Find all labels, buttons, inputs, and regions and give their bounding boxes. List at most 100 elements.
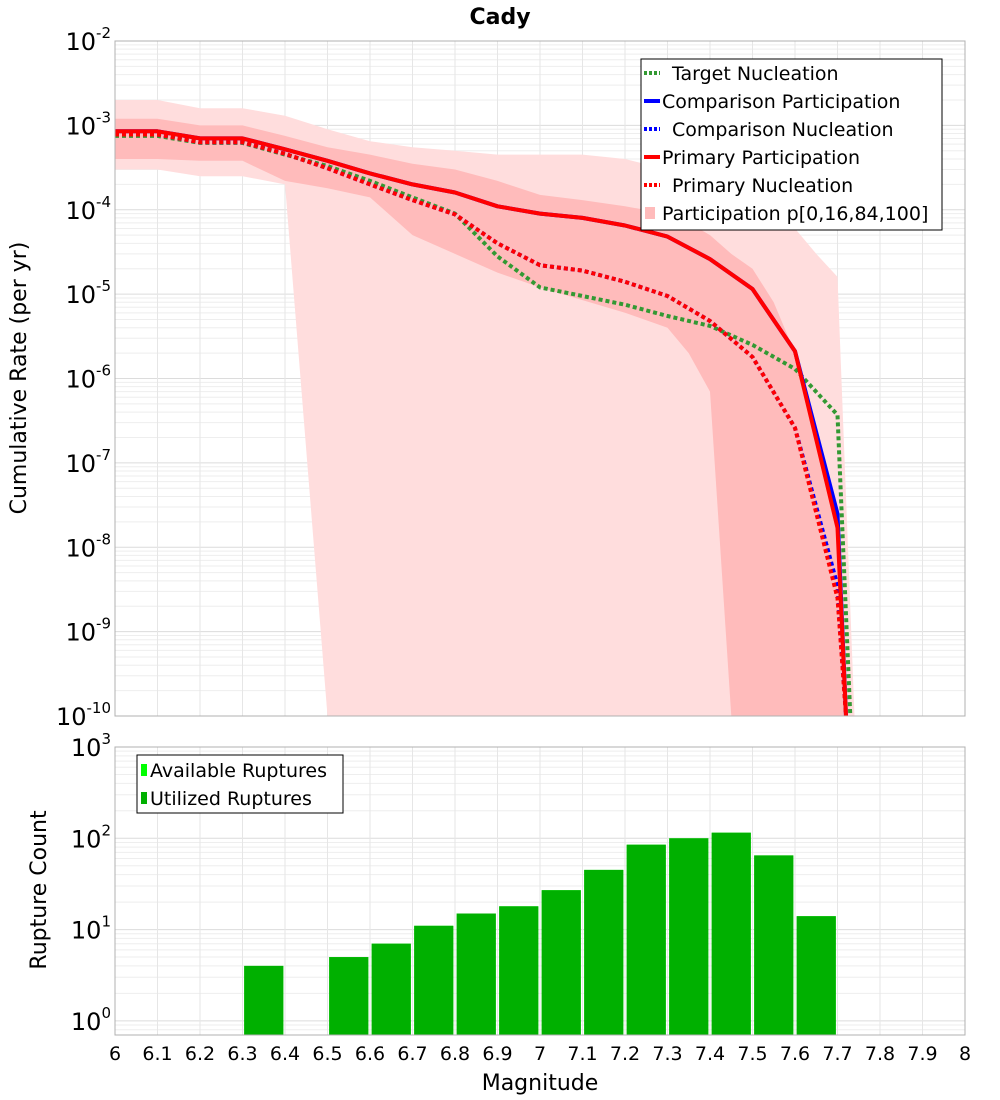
bar-utilized-ruptures: [414, 925, 454, 1035]
bar-utilized-ruptures: [626, 844, 666, 1035]
tick-base: 10: [65, 450, 96, 478]
tick-exponent: -3: [96, 108, 111, 126]
x-tick-label: 6: [109, 1043, 121, 1065]
series-primary-participation: [115, 129, 848, 716]
top-y-axis-label: Cumulative Rate (per yr): [7, 242, 32, 515]
tick-exponent: -5: [96, 277, 111, 295]
x-tick-label: 7.8: [865, 1043, 895, 1065]
bar-utilized-ruptures: [669, 838, 709, 1035]
tick-exponent: 3: [101, 730, 111, 748]
legend-label: Utilized Ruptures: [150, 788, 312, 810]
x-tick-label: 6.9: [482, 1043, 512, 1065]
tick-base: 10: [71, 825, 102, 853]
x-tick-label: 6.4: [270, 1043, 300, 1065]
bar-utilized-ruptures: [499, 906, 539, 1035]
tick-base: 10: [65, 534, 96, 562]
legend-label: Target Nucleation: [671, 63, 839, 85]
tick-base: 10: [65, 112, 96, 140]
tick-base: 10: [71, 917, 102, 945]
plot-area: [115, 100, 855, 716]
x-tick-label: 6.5: [312, 1043, 342, 1065]
x-tick-label: 7.4: [695, 1043, 725, 1065]
legend-box: [136, 754, 344, 814]
tick-exponent: -8: [96, 530, 111, 548]
legend-box: [640, 58, 943, 231]
tick-exponent: -9: [96, 615, 111, 633]
x-tick-label: 7.6: [780, 1043, 810, 1065]
tick-exponent: -7: [96, 446, 111, 464]
tick-exponent: 2: [101, 821, 111, 839]
x-tick-label: 6.2: [185, 1043, 215, 1065]
bottom-y-axis-label: Rupture Count: [27, 810, 52, 970]
x-tick-label: 6.7: [397, 1043, 427, 1065]
tick-base: 10: [71, 734, 102, 762]
legend-label: Primary Participation: [662, 147, 860, 169]
tick-base: 10: [65, 366, 96, 394]
bars: [244, 832, 836, 1035]
x-tick-label: 6.3: [227, 1043, 257, 1065]
y-tick-label: 101: [71, 913, 111, 945]
tick-base: 10: [56, 703, 87, 731]
x-tick-label: 7.2: [610, 1043, 640, 1065]
bar-utilized-ruptures: [456, 913, 496, 1035]
y-tick-label: 103: [71, 730, 111, 762]
x-axis-label: Magnitude: [482, 1071, 599, 1096]
x-tick-label: 6.8: [440, 1043, 470, 1065]
bar-utilized-ruptures: [754, 855, 794, 1035]
y-tick-label: 10-10: [56, 699, 111, 731]
y-tick-label: 10-6: [65, 362, 111, 394]
bottom-frame: [114, 746, 966, 1036]
tick-exponent: -2: [96, 24, 111, 42]
tick-base: 10: [71, 1008, 102, 1036]
y-tick-label: 10-3: [65, 108, 111, 140]
rate-panel: 10-210-310-410-510-610-710-810-910-10Tar…: [56, 24, 966, 731]
y-tick-label: 10-5: [65, 277, 111, 309]
legend-label: Available Ruptures: [150, 760, 327, 782]
x-tick-label: 7.7: [822, 1043, 852, 1065]
x-tick-label: 7.1: [567, 1043, 597, 1065]
legend-label: Participation p[0,16,84,100]: [662, 203, 928, 225]
y-tick-label: 10-7: [65, 446, 111, 478]
x-tick-label: 7.3: [652, 1043, 682, 1065]
bar-utilized-ruptures: [371, 943, 411, 1035]
x-tick-label: 7.9: [907, 1043, 937, 1065]
legend-label: Comparison Participation: [662, 91, 900, 113]
tick-exponent: -4: [96, 193, 111, 211]
series-primary-nucleation: [115, 132, 848, 716]
tick-exponent: -6: [96, 362, 111, 380]
bar-utilized-ruptures: [584, 869, 624, 1035]
top-frame: [114, 40, 966, 717]
y-tick-label: 102: [71, 821, 111, 853]
legend-swatch: [645, 207, 655, 219]
bar-utilized-ruptures: [244, 965, 284, 1035]
x-tick-label: 6.6: [355, 1043, 385, 1065]
x-tick-label: 7.5: [737, 1043, 767, 1065]
x-tick-label: 8: [959, 1043, 971, 1065]
x-tick-label: 6.1: [142, 1043, 172, 1065]
y-tick-label: 10-4: [65, 193, 111, 225]
tick-base: 10: [65, 619, 96, 647]
top-legend: Target Nucleation Comparison Participatio…: [640, 58, 943, 231]
legend-swatch: [141, 792, 147, 804]
tick-exponent: -10: [87, 699, 112, 717]
tick-base: 10: [65, 281, 96, 309]
y-tick-label: 10-2: [65, 24, 111, 56]
y-tick-label: 10-9: [65, 615, 111, 647]
legend-swatch: [141, 764, 147, 776]
bottom-legend: Available Ruptures Utilized Ruptures: [136, 754, 344, 814]
bar-utilized-ruptures: [796, 916, 836, 1035]
bar-utilized-ruptures: [541, 890, 581, 1035]
tick-exponent: 0: [101, 1004, 111, 1022]
bar-utilized-ruptures: [329, 957, 369, 1035]
legend-label: Comparison Nucleation: [672, 119, 894, 141]
tick-base: 10: [65, 197, 96, 225]
x-tick-label: 7: [534, 1043, 546, 1065]
y-tick-label: 100: [71, 1004, 111, 1036]
tick-base: 10: [65, 28, 96, 56]
chart-title: Cady: [469, 5, 530, 30]
bar-utilized-ruptures: [711, 832, 751, 1035]
legend-label: Primary Nucleation: [672, 175, 853, 197]
tick-exponent: 1: [101, 913, 111, 931]
